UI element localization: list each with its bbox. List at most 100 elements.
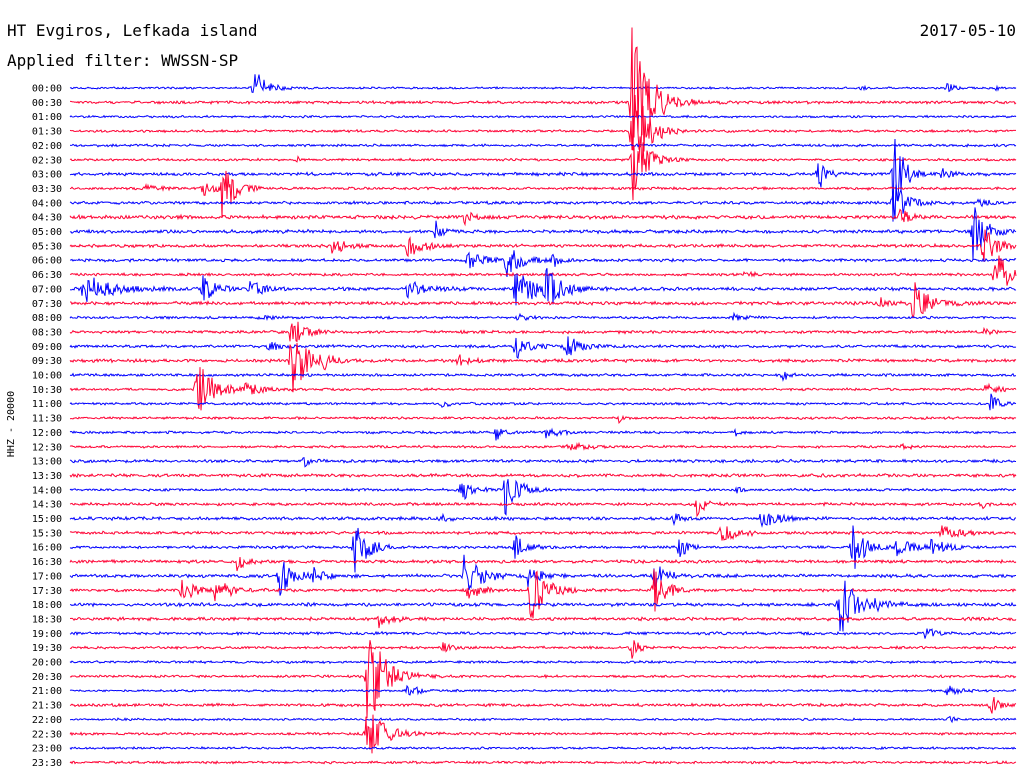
time-tick-label: 10:00 (32, 371, 62, 382)
trace-line (69, 208, 1017, 227)
trace-line (69, 715, 1017, 724)
time-tick-label: 21:00 (32, 686, 62, 697)
time-tick-label: 08:00 (32, 313, 62, 324)
time-tick-label: 17:00 (32, 571, 62, 582)
trace-line (69, 143, 1017, 148)
trace-line (69, 525, 1017, 573)
time-tick-label: 13:30 (32, 471, 62, 482)
time-tick-label: 05:30 (32, 241, 62, 252)
time-tick-label: 20:30 (32, 672, 62, 683)
trace-line (69, 472, 1017, 479)
trace-line (69, 512, 1017, 528)
trace-line (69, 714, 1017, 754)
time-tick-label: 17:30 (32, 586, 62, 597)
trace-line (69, 74, 1017, 94)
time-tick-label: 18:00 (32, 600, 62, 611)
trace-line (69, 114, 1017, 119)
time-tick-label: 02:30 (32, 155, 62, 166)
trace-line (69, 255, 1017, 286)
trace-line (69, 684, 1017, 696)
time-tick-label: 21:30 (32, 701, 62, 712)
trace-line (69, 414, 1017, 425)
time-tick-label: 14:00 (32, 485, 62, 496)
time-tick-label: 22:00 (32, 715, 62, 726)
trace-line (69, 342, 1017, 393)
time-tick-label: 09:30 (32, 356, 62, 367)
trace-line (69, 27, 1017, 151)
time-tick-label: 00:30 (32, 98, 62, 109)
trace-line (69, 139, 1017, 222)
time-tick-label: 18:30 (32, 614, 62, 625)
trace-line (69, 250, 1017, 278)
time-tick-label: 11:00 (32, 399, 62, 410)
trace-line (69, 556, 1017, 572)
trace-line (70, 282, 1017, 319)
time-tick-label: 03:30 (32, 184, 62, 195)
time-tick-label: 06:00 (32, 256, 62, 267)
time-tick-label: 19:00 (32, 629, 62, 640)
trace-group (69, 27, 1017, 765)
time-tick-label: 08:30 (32, 327, 62, 338)
time-tick-label: 09:00 (32, 342, 62, 353)
trace-line (69, 321, 1017, 343)
trace-line (69, 569, 1017, 619)
time-tick-label: 04:30 (32, 213, 62, 224)
time-tick-label: 07:30 (32, 299, 62, 310)
trace-line (69, 760, 1017, 765)
trace-line (69, 640, 1017, 719)
time-tick-labels: 00:00 00:30 01:00 01:30 02:00 02:30 03:00 03:30… (32, 84, 62, 769)
station-title: HT Evgiros, Lefkada island (7, 21, 257, 40)
y-axis-label: HHZ - 20000 (6, 391, 17, 457)
time-tick-label: 01:00 (32, 112, 62, 123)
time-tick-label: 22:30 (32, 729, 62, 740)
time-tick-label: 23:00 (32, 744, 62, 755)
trace-line (69, 745, 1017, 751)
time-tick-label: 02:00 (32, 141, 62, 152)
trace-line (69, 136, 1017, 201)
time-tick-label: 03:00 (32, 170, 62, 181)
trace-line (69, 640, 1017, 659)
record-date: 2017-05-10 (920, 21, 1016, 40)
trace-line (69, 371, 1016, 382)
trace-line (69, 479, 1017, 516)
time-tick-label: 10:30 (32, 385, 62, 396)
trace-line (69, 170, 1017, 218)
time-tick-label: 12:00 (32, 428, 62, 439)
trace-line (69, 367, 1017, 411)
trace-line (69, 311, 1017, 322)
time-tick-label: 19:30 (32, 643, 62, 654)
time-tick-label: 16:00 (32, 543, 62, 554)
trace-line (69, 500, 1017, 518)
trace-line (69, 580, 1017, 632)
time-tick-label: 04:00 (32, 198, 62, 209)
time-tick-label: 11:30 (32, 414, 62, 425)
trace-line (69, 207, 1017, 261)
trace-line (69, 427, 1017, 441)
trace-line (69, 336, 1017, 360)
trace-line (69, 441, 1017, 451)
trace-line (69, 615, 1017, 629)
trace-line (69, 94, 1017, 152)
time-tick-label: 05:00 (32, 227, 62, 238)
time-tick-label: 12:30 (32, 442, 62, 453)
time-tick-label: 20:00 (32, 658, 62, 669)
time-tick-label: 14:30 (32, 500, 62, 511)
trace-line (69, 525, 1017, 541)
filter-label: Applied filter: WWSSN-SP (7, 51, 238, 70)
time-tick-label: 13:00 (32, 457, 62, 468)
time-tick-label: 16:30 (32, 557, 62, 568)
trace-line (69, 393, 1017, 411)
time-tick-label: 01:30 (32, 127, 62, 138)
trace-line (69, 696, 1017, 714)
trace-line (69, 456, 1016, 468)
trace-line (69, 268, 1017, 306)
trace-line (69, 659, 1017, 665)
time-tick-label: 23:30 (32, 758, 62, 769)
time-tick-label: 06:30 (32, 270, 62, 281)
trace-line (69, 554, 1017, 596)
trace-line (69, 184, 1017, 220)
trace-line (69, 229, 1017, 263)
time-tick-label: 15:00 (32, 514, 62, 525)
time-tick-label: 15:30 (32, 528, 62, 539)
